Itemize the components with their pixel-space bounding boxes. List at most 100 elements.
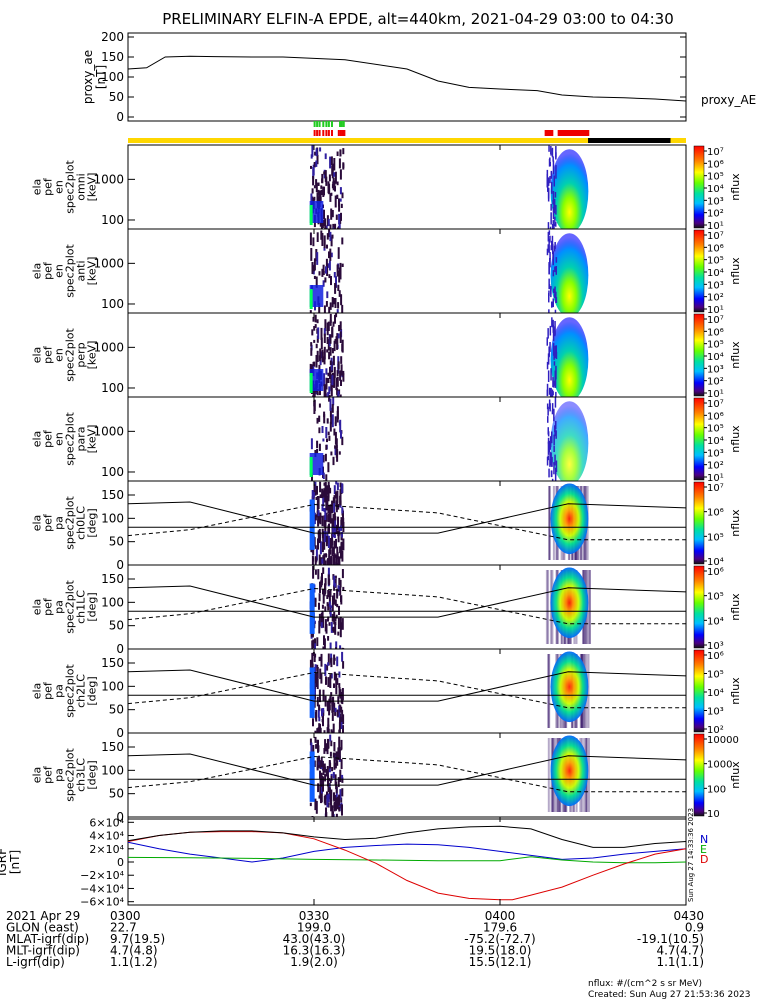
burst-pixel — [338, 158, 341, 169]
burst-pixel — [323, 219, 325, 226]
low-energy-edge — [309, 289, 313, 309]
burst-pixel — [338, 605, 340, 615]
scatter-pixel — [552, 206, 555, 220]
scatter-pixel — [553, 199, 556, 210]
igrf-ytick-label: −6×10⁴ — [80, 896, 124, 909]
burst-pixel — [316, 739, 319, 748]
yellow-status-bar — [128, 138, 686, 143]
burst-pixel — [310, 633, 313, 637]
burst-pixel — [323, 328, 326, 336]
burst-pixel — [323, 209, 325, 219]
burst-pixel — [338, 267, 341, 276]
burst-pixel — [318, 602, 320, 610]
burst-pixel — [327, 802, 330, 808]
burst-pixel — [338, 290, 341, 297]
panel-frame — [127, 312, 687, 398]
burst-pixel — [315, 182, 318, 193]
burst-pixel — [335, 813, 338, 817]
colorbar-tick-label: 10³ — [707, 707, 724, 718]
burst-pixel — [337, 519, 339, 530]
panel-y-label-line: spec2plot — [64, 496, 77, 550]
burst-pixel — [337, 617, 340, 629]
loss-cone-line — [127, 669, 687, 702]
burst-pixel — [328, 386, 331, 395]
scatter-pixel — [547, 244, 549, 251]
burst-pixel — [333, 340, 336, 352]
burst-pixel — [324, 389, 327, 397]
burst-pixel — [320, 337, 323, 350]
loss-cone-line — [127, 753, 687, 786]
pitch-column — [587, 654, 590, 728]
colorbar-tick-label: 10⁷ — [707, 483, 724, 494]
colorbar-label: nflux — [729, 677, 742, 705]
burst-pixel — [321, 268, 324, 277]
igrf-ylabel-line: [nT] — [8, 850, 22, 874]
scatter-pixel — [546, 173, 548, 188]
burst-pixel — [311, 188, 314, 194]
burst-pixel — [314, 151, 317, 156]
burst-pixel — [325, 444, 328, 450]
pitch-ytick-label: 0 — [116, 726, 124, 740]
red-event-tick — [343, 130, 346, 136]
burst-pixel — [342, 661, 345, 669]
anti-loss-cone-line — [127, 755, 686, 793]
burst-pixel — [330, 192, 333, 196]
burst-pixel — [338, 577, 341, 586]
burst-pixel — [309, 310, 312, 313]
burst-pixel — [325, 512, 328, 522]
burst-pixel — [324, 277, 327, 283]
burst-pixel — [327, 636, 330, 641]
spectrogram-data — [309, 313, 589, 397]
burst-pixel — [337, 696, 340, 704]
burst-pixel — [329, 398, 332, 411]
pitch-ytick-label: 0 — [116, 558, 124, 572]
burst-pixel — [337, 247, 340, 259]
burst-pixel — [311, 555, 314, 565]
igrf-ytick-label: 4×10⁴ — [89, 830, 124, 843]
burst-pixel — [333, 683, 335, 688]
pitch-angle-spectrogram: 150 100 50 0 elapefpaspec2plotch1LC[deg] 10⁶ 1… — [31, 564, 742, 656]
red-event-tick — [327, 130, 330, 136]
burst-pixel — [327, 372, 330, 377]
burst-pixel — [327, 431, 330, 436]
burst-pixel — [314, 730, 317, 733]
ae-ylabel-line: proxy_ae — [81, 50, 95, 104]
burst-pixel — [340, 759, 343, 769]
burst-pixel — [331, 297, 334, 308]
panel-y-label-line: spec2plot — [64, 160, 77, 214]
scatter-pixel — [553, 408, 555, 422]
burst-pixel — [323, 171, 326, 175]
scatter-pixel — [553, 361, 556, 366]
green-event-tick — [340, 121, 343, 127]
panel-y-label-line: ela — [31, 347, 44, 364]
scatter-pixel — [547, 328, 549, 339]
scatter-pixel — [554, 192, 557, 198]
burst-pixel — [317, 538, 319, 550]
burst-pixel — [337, 390, 340, 397]
panel-y-label-line: pa — [53, 684, 66, 698]
burst-pixel — [337, 284, 340, 291]
burst-pixel — [323, 538, 326, 550]
scatter-pixel — [554, 286, 556, 298]
burst-pixel — [334, 186, 336, 192]
burst-pixel — [324, 606, 327, 612]
burst-pixel — [326, 244, 328, 249]
panel-y-label-line: [keV] — [86, 173, 99, 202]
burst-pixel — [323, 730, 326, 733]
burst-pixel — [324, 453, 327, 462]
burst-pixel — [326, 743, 329, 755]
burst-pixel — [334, 283, 337, 294]
green-event-tick — [322, 121, 325, 127]
energy-ytick-label: 100 — [101, 465, 124, 479]
burst-pixel — [332, 752, 335, 758]
burst-pixel — [329, 193, 332, 202]
burst-pixel — [331, 595, 334, 605]
burst-pixel — [331, 697, 334, 707]
burst-pixel — [330, 801, 333, 812]
burst-pixel — [321, 233, 324, 246]
proxy-ae-line — [127, 55, 687, 102]
burst-pixel — [329, 512, 332, 524]
burst-pixel — [327, 378, 330, 383]
burst-pixel — [316, 503, 319, 515]
